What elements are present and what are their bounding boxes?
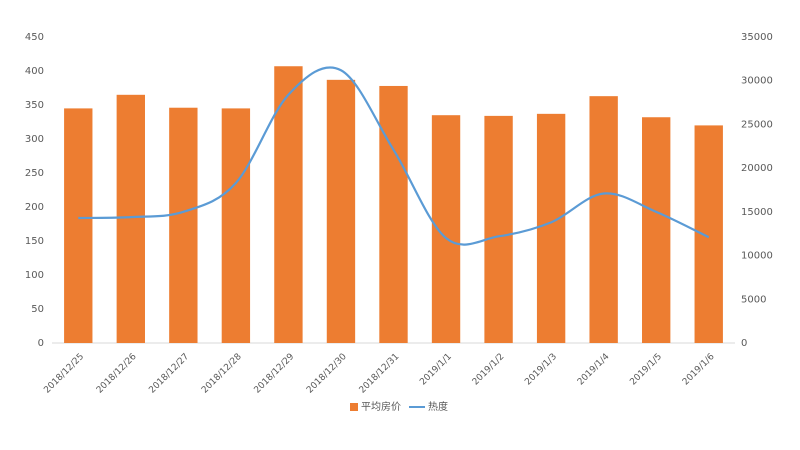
bar: [431, 115, 461, 343]
y2-tick-label: 20000: [741, 163, 773, 174]
y2-tick-label: 0: [741, 338, 747, 349]
y-tick-label: 300: [25, 134, 44, 145]
y-tick-label: 150: [25, 236, 44, 247]
y2-tick-label: 25000: [741, 119, 773, 130]
line: [78, 66, 710, 246]
y2-tick-label: 30000: [741, 76, 773, 87]
bar: [642, 117, 671, 344]
x-tick-label: 2018/12/27: [147, 352, 191, 396]
y-tick-label: 200: [25, 202, 44, 213]
bar: [64, 108, 93, 344]
x-tick-label: 2018/12/26: [95, 352, 139, 396]
bar: [589, 96, 618, 343]
bar: [694, 125, 723, 344]
y-tick-label: 0: [38, 338, 44, 349]
x-tick-label: 2018/12/25: [42, 352, 86, 396]
bar: [274, 66, 303, 344]
y2-tick-label: 15000: [741, 207, 773, 218]
y-tick-label: 50: [31, 304, 44, 315]
y2-tick-label: 35000: [741, 32, 773, 43]
y-tick-label: 250: [25, 168, 44, 179]
bar: [484, 115, 513, 343]
y2-tick-label: 5000: [741, 294, 766, 305]
x-tick-label: 2018/12/28: [200, 352, 244, 396]
x-tick-label: 2019/1/4: [576, 352, 612, 388]
legend-label: 平均房价: [361, 400, 401, 413]
bar: [221, 108, 251, 344]
y-tick-label: 350: [25, 100, 44, 111]
legend-swatch: [350, 403, 358, 411]
legend-label: 热度: [428, 400, 448, 413]
bar: [326, 79, 356, 343]
bar: [116, 94, 145, 343]
x-tick-label: 2019/1/1: [418, 352, 454, 388]
bar: [169, 107, 198, 343]
x-tick-label: 2019/1/6: [681, 352, 717, 388]
x-tick-label: 2018/12/29: [253, 352, 297, 396]
bar: [536, 113, 566, 343]
y2-tick-label: 10000: [741, 251, 773, 262]
x-tick-label: 2019/1/5: [628, 352, 664, 388]
x-tick-label: 2018/12/31: [358, 352, 402, 396]
x-tick-label: 2019/1/2: [471, 352, 507, 388]
y-tick-label: 450: [25, 32, 44, 43]
bar: [379, 85, 408, 344]
y-tick-label: 400: [25, 66, 44, 77]
x-tick-label: 2019/1/3: [523, 352, 559, 388]
y-tick-label: 100: [25, 270, 44, 281]
x-tick-label: 2018/12/30: [305, 352, 349, 396]
